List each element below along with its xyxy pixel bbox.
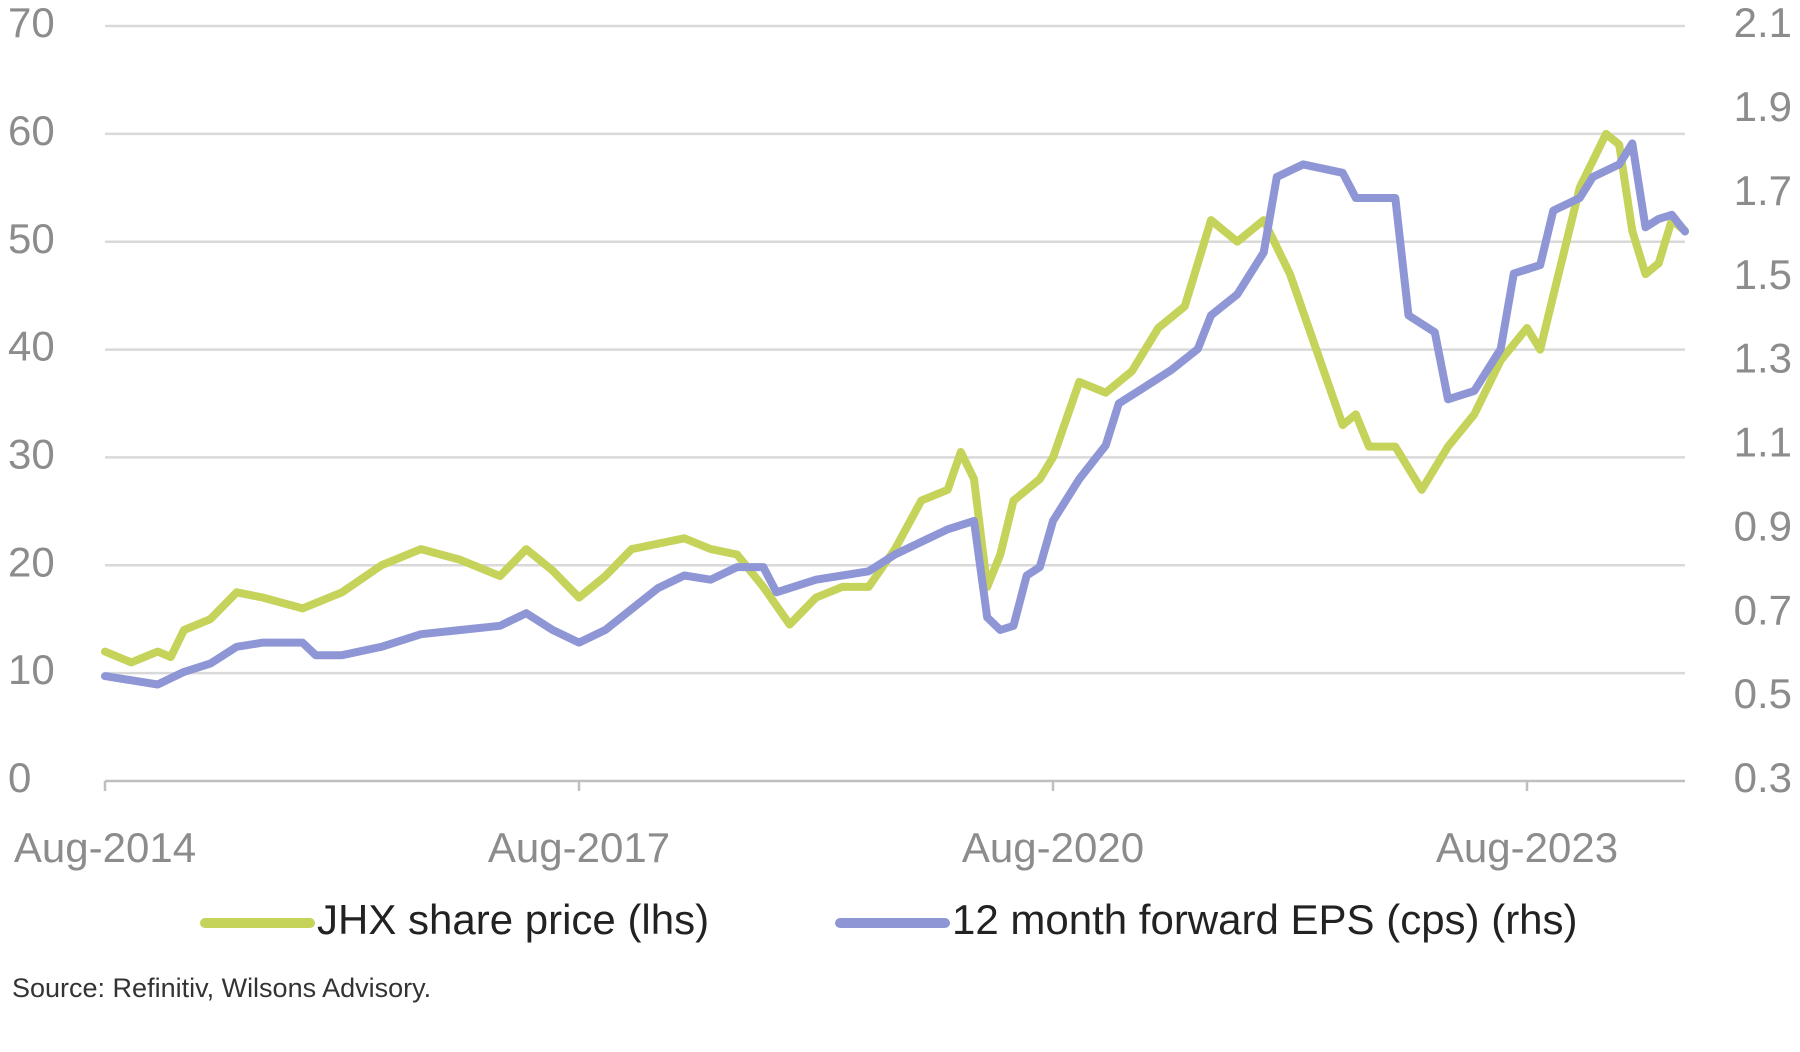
- y2-tick-label: 0.5: [1734, 670, 1792, 717]
- y-tick-label: 40: [8, 323, 55, 370]
- x-tick-label: Aug-2023: [1436, 824, 1618, 871]
- x-tick-label: Aug-2014: [14, 824, 196, 871]
- y-tick-label: 70: [8, 0, 55, 46]
- data-line: [101, 139, 1689, 689]
- y2-tick-label: 0.3: [1734, 754, 1792, 801]
- legend-label: 12 month forward EPS (cps) (rhs): [952, 896, 1578, 943]
- y-tick-label: 30: [8, 431, 55, 478]
- y2-tick-label: 0.9: [1734, 502, 1792, 549]
- legend-label: JHX share price (lhs): [317, 896, 709, 943]
- source-note: Source: Refinitiv, Wilsons Advisory.: [12, 973, 431, 1003]
- y-tick-label: 50: [8, 215, 55, 262]
- y2-tick-label: 1.1: [1734, 419, 1792, 466]
- y-tick-label: 10: [8, 646, 55, 693]
- y-tick-label: 20: [8, 538, 55, 585]
- data-line: [101, 129, 1689, 667]
- y-tick-label: 60: [8, 107, 55, 154]
- y2-tick-label: 1.5: [1734, 251, 1792, 298]
- y2-tick-label: 1.9: [1734, 83, 1792, 130]
- x-tick-label: Aug-2017: [488, 824, 670, 871]
- y2-tick-label: 1.3: [1734, 335, 1792, 382]
- y2-tick-label: 2.1: [1734, 0, 1792, 46]
- y-tick-label: 0: [8, 754, 31, 801]
- x-tick-label: Aug-2020: [962, 824, 1144, 871]
- y2-tick-label: 1.7: [1734, 167, 1792, 214]
- y2-tick-label: 0.7: [1734, 586, 1792, 633]
